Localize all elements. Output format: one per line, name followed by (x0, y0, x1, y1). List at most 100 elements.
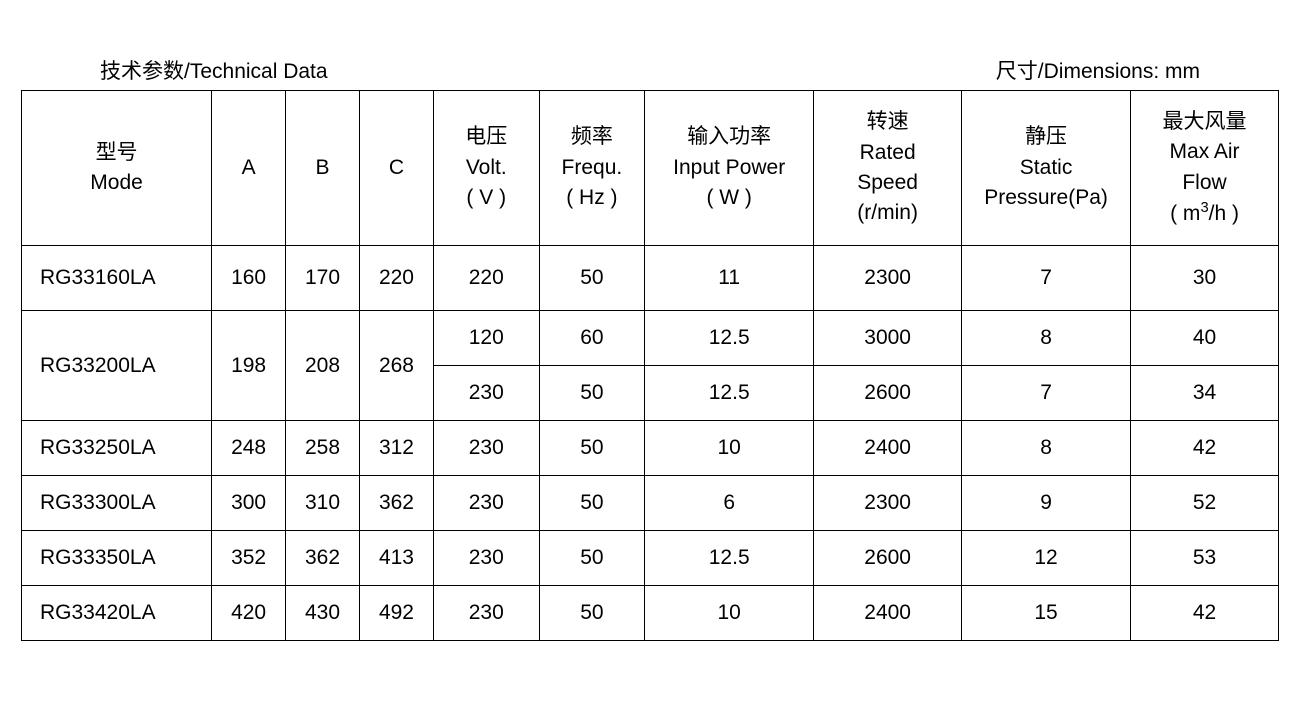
table-row: RG33200LA 198 208 268 120 60 12.5 3000 8… (22, 311, 1279, 366)
cell-power: 12.5 (645, 311, 814, 366)
cell-speed: 2300 (814, 246, 962, 311)
col-pressure-unit: Pressure(Pa) (984, 186, 1108, 209)
cell-power: 12.5 (645, 531, 814, 586)
cell-b: 362 (286, 531, 360, 586)
col-pressure-en: Static (1020, 156, 1073, 179)
cell-power: 12.5 (645, 366, 814, 421)
cell-speed: 2300 (814, 476, 962, 531)
cell-b: 430 (286, 586, 360, 641)
cell-volt: 230 (433, 476, 539, 531)
col-power: 输入功率 Input Power ( W ) (645, 91, 814, 246)
caption-left: 技术参数/Technical Data (100, 55, 328, 85)
cell-flow: 42 (1131, 421, 1279, 476)
cell-speed: 2600 (814, 531, 962, 586)
cell-freq: 60 (539, 311, 645, 366)
cell-speed: 2600 (814, 366, 962, 421)
cell-power: 10 (645, 421, 814, 476)
cell-volt: 230 (433, 421, 539, 476)
col-mode-en: Mode (90, 171, 143, 194)
cell-pressure: 7 (962, 246, 1131, 311)
col-mode-cn: 型号 (96, 141, 138, 164)
table-body: RG33160LA 160 170 220 220 50 11 2300 7 3… (22, 246, 1279, 641)
cell-c: 362 (360, 476, 434, 531)
cell-flow: 53 (1131, 531, 1279, 586)
table-row: RG33420LA 420 430 492 230 50 10 2400 15 … (22, 586, 1279, 641)
col-volt-unit: ( V ) (466, 186, 506, 209)
cell-volt: 220 (433, 246, 539, 311)
cell-flow: 52 (1131, 476, 1279, 531)
table-caption-row: 技术参数/Technical Data 尺寸/Dimensions: mm (100, 55, 1200, 85)
col-flow: 最大风量 Max Air Flow ( m3/h ) (1131, 91, 1279, 246)
cell-volt: 230 (433, 586, 539, 641)
cell-c: 492 (360, 586, 434, 641)
cell-speed: 2400 (814, 421, 962, 476)
col-c: C (360, 91, 434, 246)
cell-mode: RG33420LA (22, 586, 212, 641)
cell-flow: 34 (1131, 366, 1279, 421)
cell-volt: 230 (433, 531, 539, 586)
cell-pressure: 9 (962, 476, 1131, 531)
table-row: RG33350LA 352 362 413 230 50 12.5 2600 1… (22, 531, 1279, 586)
cell-freq: 50 (539, 421, 645, 476)
cell-mode: RG33160LA (22, 246, 212, 311)
cell-flow: 42 (1131, 586, 1279, 641)
header-row: 型号 Mode A B C 电压 Volt. ( V ) 频率 Frequ. (… (22, 91, 1279, 246)
cell-power: 11 (645, 246, 814, 311)
col-volt-cn: 电压 (465, 125, 507, 148)
cell-mode: RG33350LA (22, 531, 212, 586)
col-freq-unit: ( Hz ) (566, 186, 617, 209)
col-a: A (212, 91, 286, 246)
col-flow-cn: 最大风量 (1163, 110, 1247, 133)
cell-pressure: 15 (962, 586, 1131, 641)
col-flow-en2: Flow (1182, 171, 1226, 194)
col-volt-en: Volt. (466, 156, 507, 179)
cell-speed: 3000 (814, 311, 962, 366)
cell-freq: 50 (539, 531, 645, 586)
col-freq-en: Frequ. (562, 156, 623, 179)
cell-b: 208 (286, 311, 360, 421)
cell-a: 248 (212, 421, 286, 476)
cell-c: 413 (360, 531, 434, 586)
cell-freq: 50 (539, 246, 645, 311)
col-speed-cn: 转速 (867, 110, 909, 133)
table-row: RG33160LA 160 170 220 220 50 11 2300 7 3… (22, 246, 1279, 311)
cell-speed: 2400 (814, 586, 962, 641)
cell-c: 220 (360, 246, 434, 311)
cell-a: 198 (212, 311, 286, 421)
col-flow-en1: Max Air (1170, 140, 1240, 163)
cell-a: 300 (212, 476, 286, 531)
col-flow-unit: ( m3/h ) (1170, 202, 1239, 225)
cell-power: 6 (645, 476, 814, 531)
cell-mode: RG33200LA (22, 311, 212, 421)
table-row: RG33300LA 300 310 362 230 50 6 2300 9 52 (22, 476, 1279, 531)
col-volt: 电压 Volt. ( V ) (433, 91, 539, 246)
cell-b: 310 (286, 476, 360, 531)
col-speed-en2: Speed (857, 171, 918, 194)
cell-a: 420 (212, 586, 286, 641)
cell-b: 170 (286, 246, 360, 311)
col-freq-cn: 频率 (571, 125, 613, 148)
col-power-unit: ( W ) (706, 186, 751, 209)
cell-pressure: 12 (962, 531, 1131, 586)
table-row: RG33250LA 248 258 312 230 50 10 2400 8 4… (22, 421, 1279, 476)
cell-b: 258 (286, 421, 360, 476)
col-speed: 转速 Rated Speed (r/min) (814, 91, 962, 246)
cell-mode: RG33300LA (22, 476, 212, 531)
cell-mode: RG33250LA (22, 421, 212, 476)
col-freq: 频率 Frequ. ( Hz ) (539, 91, 645, 246)
col-pressure: 静压 Static Pressure(Pa) (962, 91, 1131, 246)
cell-power: 10 (645, 586, 814, 641)
cell-a: 352 (212, 531, 286, 586)
cell-freq: 50 (539, 366, 645, 421)
cell-volt: 230 (433, 366, 539, 421)
technical-data-table: 型号 Mode A B C 电压 Volt. ( V ) 频率 Frequ. (… (21, 90, 1279, 641)
cell-c: 312 (360, 421, 434, 476)
cell-c: 268 (360, 311, 434, 421)
col-b: B (286, 91, 360, 246)
col-power-en: Input Power (673, 156, 785, 179)
cell-freq: 50 (539, 586, 645, 641)
cell-a: 160 (212, 246, 286, 311)
col-mode: 型号 Mode (22, 91, 212, 246)
col-pressure-cn: 静压 (1025, 125, 1067, 148)
cell-pressure: 7 (962, 366, 1131, 421)
